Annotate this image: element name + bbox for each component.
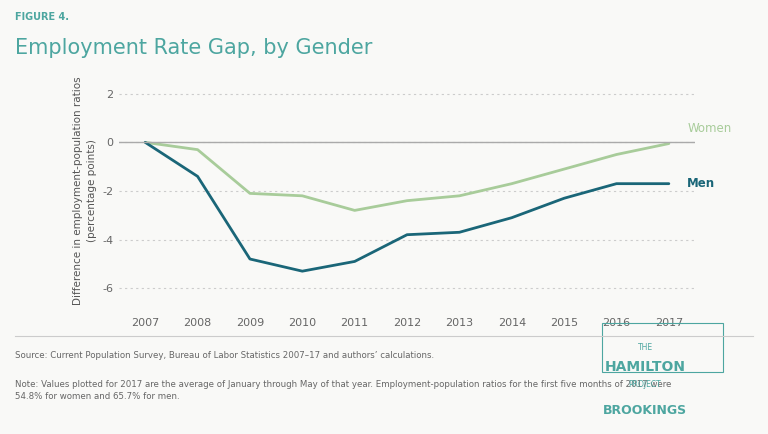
Text: Men: Men: [687, 177, 715, 190]
Y-axis label: Difference in employment-population ratios
(percentage points): Difference in employment-population rati…: [73, 77, 97, 305]
Text: Source: Current Population Survey, Bureau of Labor Statistics 2007–17 and author: Source: Current Population Survey, Burea…: [15, 351, 435, 360]
Text: Women: Women: [687, 122, 731, 135]
Text: Employment Rate Gap, by Gender: Employment Rate Gap, by Gender: [15, 38, 372, 58]
Text: Note: Values plotted for 2017 are the average of January through May of that yea: Note: Values plotted for 2017 are the av…: [15, 380, 672, 401]
Text: HAMILTON: HAMILTON: [604, 360, 686, 374]
Text: FIGURE 4.: FIGURE 4.: [15, 12, 69, 22]
Text: PROJECT: PROJECT: [629, 380, 661, 388]
Text: BROOKINGS: BROOKINGS: [603, 404, 687, 417]
Text: THE: THE: [637, 343, 653, 352]
